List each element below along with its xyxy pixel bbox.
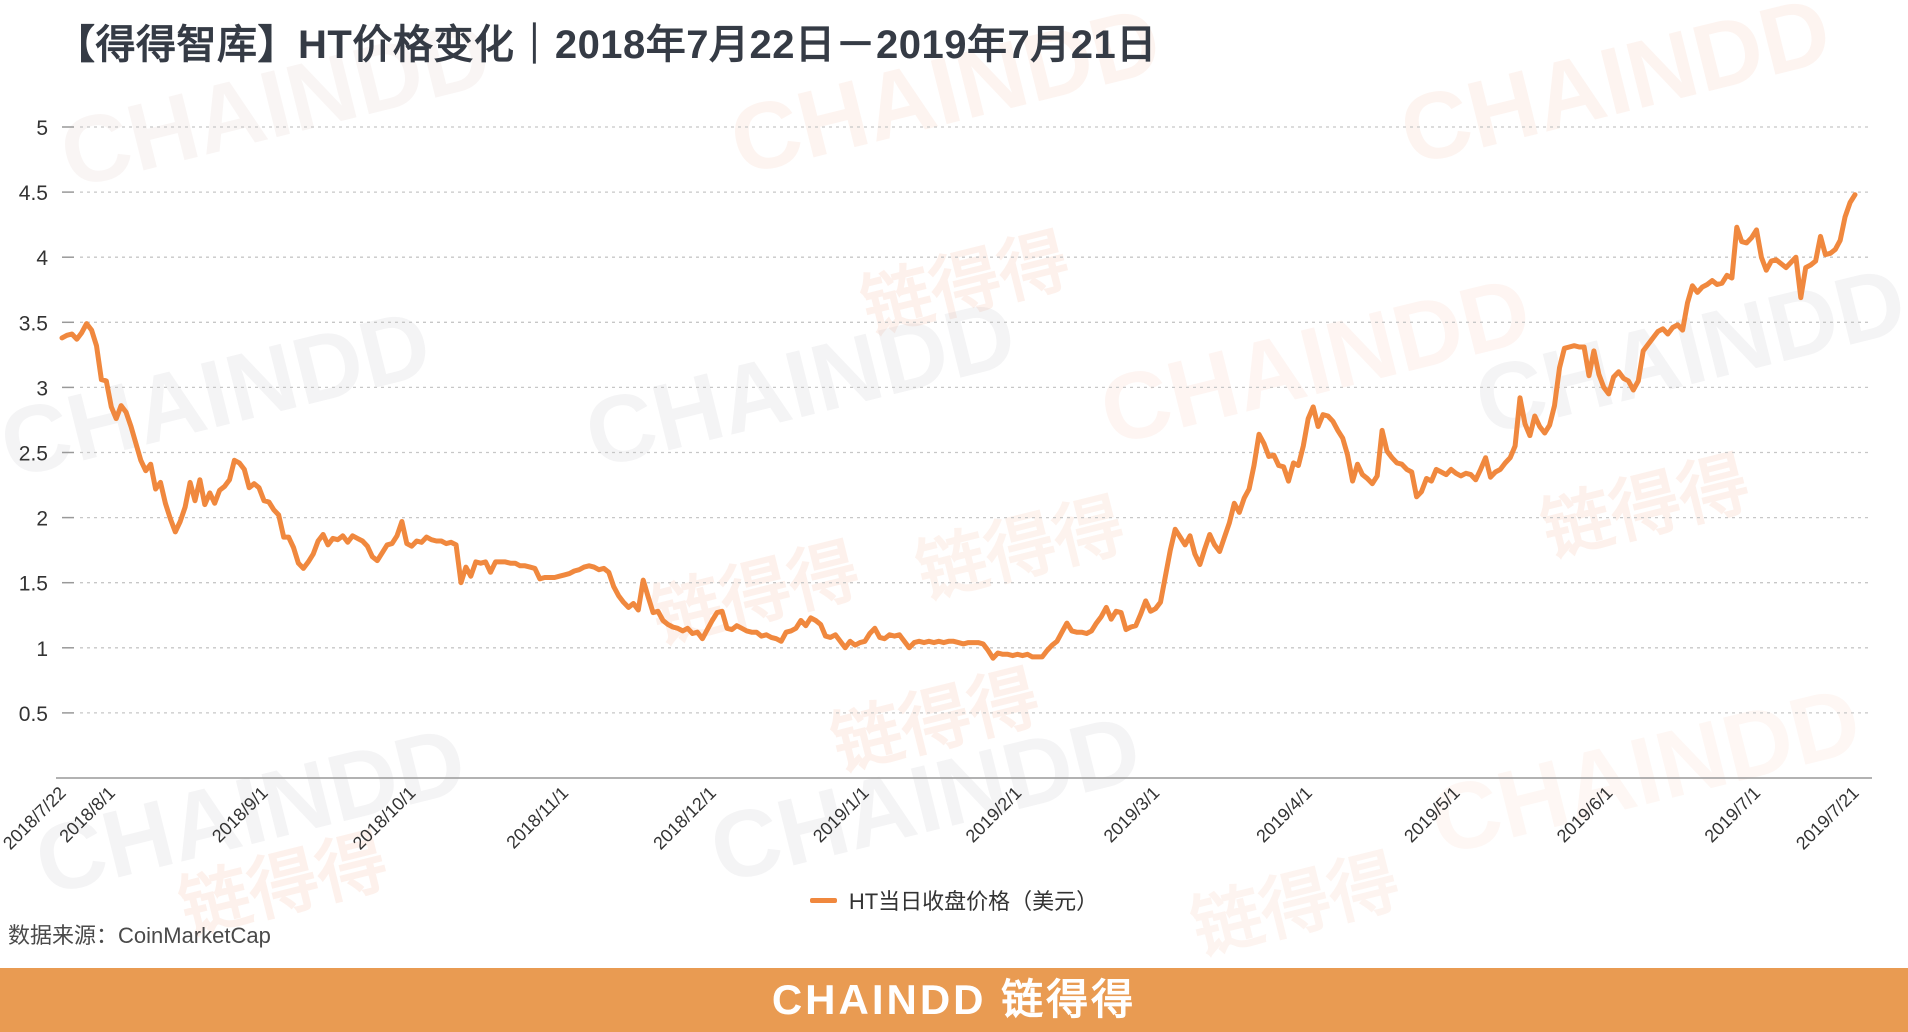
y-axis-label: 4.5 (19, 182, 48, 205)
x-axis-label: 2019/2/1 (962, 783, 1026, 847)
x-axis-label: 2018/10/1 (349, 783, 420, 854)
page-title: 【得得智库】HT价格变化｜2018年7月22日－2019年7月21日 (55, 23, 1157, 67)
brand-bar: CHAINDD 链得得 (0, 968, 1908, 1032)
y-axis-label: 2.5 (19, 443, 48, 466)
y-axis-label: 1.5 (19, 573, 48, 596)
x-axis-label: 2019/7/21 (1792, 783, 1863, 854)
y-axis-label: 4 (36, 247, 48, 270)
x-axis-label: 2018/12/1 (649, 783, 720, 854)
x-axis-label: 2019/6/1 (1553, 783, 1617, 847)
x-axis-label: 2019/1/1 (809, 783, 873, 847)
y-axis-label: 0.5 (19, 703, 48, 726)
x-axis-label: 2018/9/1 (208, 783, 272, 847)
chaindd-logo: CHAINDD 链得得 (771, 976, 1137, 1023)
legend-line-marker (809, 897, 837, 903)
legend-series-label: HT当日收盘价格（美元） (848, 889, 1099, 914)
ht-price-line (59, 192, 1858, 661)
y-axis-label: 1 (36, 638, 48, 661)
x-axis-label: 2019/5/1 (1400, 783, 1464, 847)
data-source-note: 数据来源：CoinMarketCap (8, 923, 271, 948)
legend: HT当日收盘价格（美元） (0, 884, 1908, 916)
x-axis-label: 2019/3/1 (1100, 783, 1164, 847)
y-axis-label: 3.5 (19, 312, 48, 335)
x-axis-label: 2018/7/22 (0, 783, 70, 854)
y-axis-label: 5 (36, 117, 48, 140)
y-axis-label: 3 (36, 377, 48, 400)
x-axis-label: 2019/7/1 (1701, 783, 1765, 847)
x-axis-label: 2019/4/1 (1252, 783, 1316, 847)
y-axis-label: 2 (36, 508, 48, 531)
x-axis-label: 2018/11/1 (502, 783, 572, 853)
